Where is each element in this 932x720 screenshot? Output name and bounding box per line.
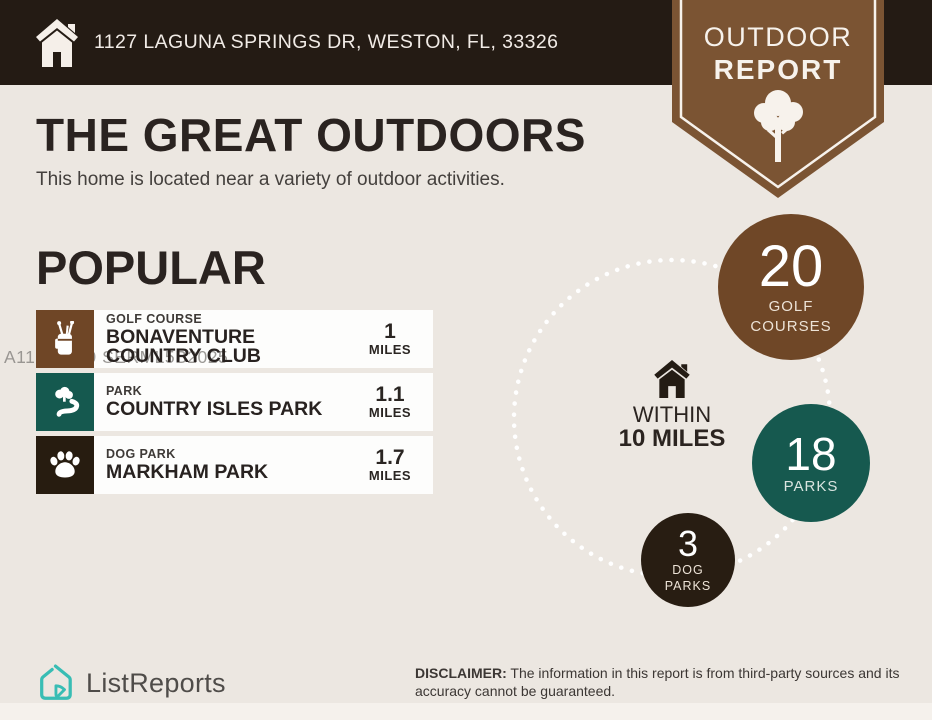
golf-category-tile: [36, 310, 94, 368]
item-category: GOLF COURSE: [106, 311, 203, 326]
item-distance: 1 MILES: [355, 321, 433, 357]
disclaimer: DISCLAIMER: The information in this repo…: [415, 665, 913, 700]
badge-title-line1: OUTDOOR: [703, 22, 853, 52]
radius-label-line2: 10 MILES: [618, 425, 726, 452]
stat-value: 20: [758, 234, 824, 299]
item-distance: 1.1 MILES: [355, 384, 433, 420]
outdoor-report-badge: OUTDOOR REPORT: [672, 0, 884, 198]
item-distance: 1.7 MILES: [355, 447, 433, 483]
golf-bag-icon: [55, 321, 75, 355]
stat-label: DOG: [672, 563, 704, 577]
list-item-dog-park: DOG PARK MARKHAM PARK 1.7 MILES: [36, 436, 433, 494]
disclaimer-text: The information in this report is from t…: [415, 665, 900, 699]
list-item-golf-course: GOLF COURSE BONAVENTURE COUNTRY CLUB 1 M…: [36, 310, 433, 368]
radius-label-line1: WITHIN: [632, 402, 712, 427]
home-icon: [36, 18, 78, 67]
park-category-tile: [36, 373, 94, 431]
distance-value: 1.1: [375, 383, 405, 406]
stat-parks: 18 PARKS: [752, 404, 870, 522]
popular-list: GOLF COURSE BONAVENTURE COUNTRY CLUB 1 M…: [36, 310, 433, 499]
bottom-strip: [0, 703, 932, 720]
disclaimer-label: DISCLAIMER:: [415, 665, 507, 681]
distance-unit: MILES: [368, 342, 412, 357]
distance-unit: MILES: [368, 405, 412, 420]
listreports-brand: ListReports: [36, 663, 226, 703]
ribbon-shape: [672, 0, 884, 198]
badge-title-line2: REPORT: [713, 54, 843, 85]
item-name: MARKHAM PARK: [106, 461, 269, 483]
radius-center: WITHIN 10 MILES: [602, 360, 742, 451]
item-category: PARK: [106, 384, 143, 398]
distance-value: 1.7: [375, 446, 405, 469]
paw-icon: [50, 451, 80, 478]
stat-label: COURSES: [750, 318, 832, 335]
popular-heading: POPULAR: [36, 241, 266, 294]
distance-unit: MILES: [368, 468, 412, 483]
page-title: THE GREAT OUTDOORS: [36, 109, 586, 161]
stat-dog-parks: 3 DOG PARKS: [641, 513, 735, 607]
dog-park-category-tile: [36, 436, 94, 494]
park-tree-icon: [55, 386, 80, 417]
tree-icon: [754, 90, 803, 162]
stat-label: PARKS: [783, 477, 839, 495]
stat-value: 3: [677, 523, 699, 564]
item-category: DOG PARK: [106, 447, 176, 461]
item-name: COUNTRY ISLES PARK: [106, 398, 323, 420]
item-name: BONAVENTURE COUNTRY CLUB: [106, 325, 261, 367]
property-address: 1127 LAGUNA SPRINGS DR, WESTON, FL, 3332…: [94, 31, 559, 53]
listreports-logo-icon: [40, 664, 72, 700]
distance-value: 1: [384, 320, 396, 343]
stat-label: GOLF: [768, 298, 814, 315]
stat-label: PARKS: [664, 579, 712, 593]
list-item-park: PARK COUNTRY ISLES PARK 1.1 MILES: [36, 373, 433, 431]
home-icon-dark: [654, 360, 690, 398]
stat-golf-courses: 20 GOLF COURSES: [718, 214, 864, 360]
page-subtitle: This home is located near a variety of o…: [36, 169, 505, 190]
brand-name: ListReports: [86, 667, 226, 698]
stat-value: 18: [785, 427, 837, 480]
